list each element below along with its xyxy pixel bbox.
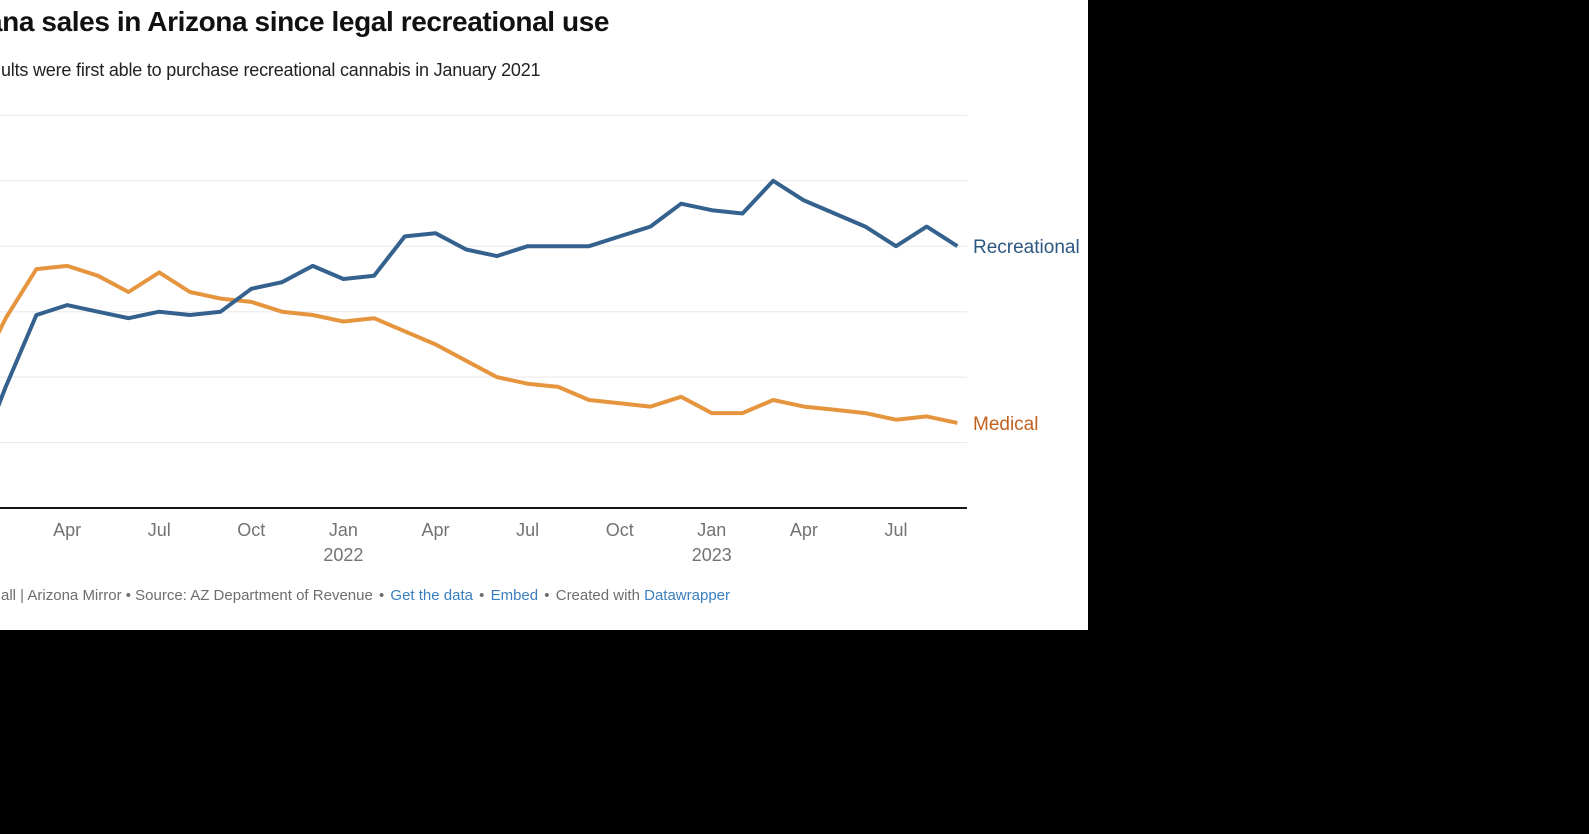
footer-credit: all | Arizona Mirror • Source: AZ Depart… [1,587,373,604]
x-tick-label: Oct [237,520,265,540]
x-tick-label: Jul [884,520,907,540]
x-tick-label: Jan [697,520,726,540]
series-line-medical [0,263,958,425]
x-tick-label: Oct [606,520,634,540]
chart-subtitle: ults were first able to purchase recreat… [1,60,541,80]
x-tick-label: Apr [790,520,818,540]
get-the-data-link[interactable]: Get the data [390,587,473,604]
line-chart: Recreational Medical Apr Jul Oct Jan 2022 Apr Ju… [0,114,1080,565]
footer-bullet: • [378,587,385,604]
footer-bullet: • [479,587,485,604]
x-tick-year-label: 2022 [323,545,363,565]
x-tick-label: Jan [329,520,358,540]
x-tick-year-label: 2023 [692,545,732,565]
footer-created-with: Created with [555,587,640,604]
embed-link[interactable]: Embed [490,587,539,604]
datawrapper-link[interactable]: Datawrapper [644,587,731,604]
series-label-recreational: Recreational [973,237,1080,258]
series-label-medical: Medical [973,414,1038,435]
chart-card: ana sales in Arizona since legal recreat… [0,0,1088,630]
x-tick-label: Apr [421,520,449,540]
chart-title: ana sales in Arizona since legal recreat… [0,6,610,37]
x-tick-label: Jul [148,520,171,540]
chart-footer: all | Arizona Mirror • Source: AZ Depart… [1,587,730,604]
series-line-recreational [0,178,959,407]
footer-bullet: • [544,587,550,604]
x-tick-label: Jul [516,520,539,540]
x-tick-label: Apr [53,520,81,540]
